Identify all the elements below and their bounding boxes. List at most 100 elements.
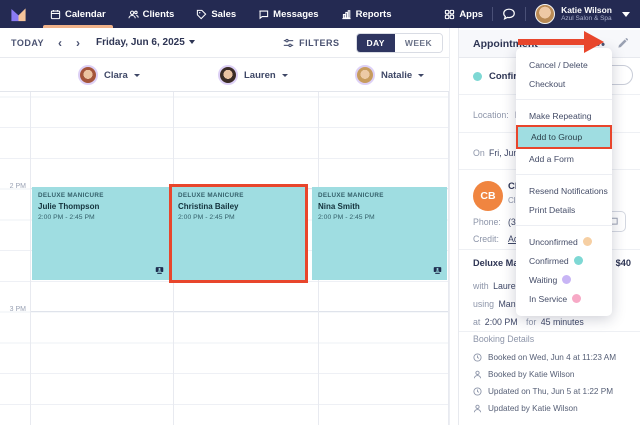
for-prefix: for [526, 317, 537, 327]
appointment-time: 2:00 PM - 2:45 PM [38, 214, 95, 221]
nav-item-clients[interactable]: Clients [117, 0, 186, 28]
booking-details: Booking Details Booked on Wed, Jun 4 at … [473, 334, 632, 421]
menu-item-unconfirmed[interactable]: Unconfirmed [516, 232, 612, 251]
booking-row-text: Booked on Wed, Jun 4 at 11:23 AM [488, 353, 617, 362]
menu-divider [516, 225, 612, 226]
booking-row-text: Updated by Katie Wilson [488, 404, 578, 413]
appointment-client: Nina Smith [318, 202, 360, 211]
prev-day-button[interactable]: ‹ [58, 35, 63, 50]
nav-item-reports[interactable]: Reports [330, 0, 403, 28]
service-resource: Manicu [498, 299, 527, 309]
staff-selector-clara[interactable]: Clara [78, 58, 140, 92]
edit-pencil-icon[interactable] [617, 38, 628, 49]
menu-item-add-a-form[interactable]: Add a Form [529, 153, 574, 164]
avatar [218, 65, 238, 85]
menu-item-waiting[interactable]: Waiting [516, 270, 612, 289]
nav-label: Reports [355, 8, 392, 20]
user-name: Katie Wilson [561, 4, 612, 15]
staff-selector-lauren[interactable]: Lauren [218, 58, 288, 92]
with-prefix: with [473, 281, 489, 291]
menu-item-confirmed[interactable]: Confirmed [516, 251, 612, 270]
appointment-christina-bailey[interactable]: DELUXE MANICURE Christina Bailey 2:00 PM… [172, 187, 305, 280]
menu-item-make-repeating[interactable]: Make Repeating [529, 110, 592, 121]
booking-row: Updated by Katie Wilson [473, 404, 632, 413]
sales-tag-icon [197, 9, 207, 19]
status-dot-confirmed [573, 256, 583, 265]
person-icon [473, 370, 482, 379]
menu-item-label: Waiting [529, 274, 558, 285]
clients-icon [128, 10, 139, 18]
appointment-client: Christina Bailey [178, 202, 239, 211]
filters-label: FILTERS [299, 37, 340, 48]
staff-name: Clara [104, 69, 128, 81]
menu-item-cancel-delete[interactable]: Cancel / Delete [529, 59, 588, 70]
service-duration: 45 minutes [540, 317, 584, 327]
using-prefix: using [473, 299, 495, 309]
week-view-button[interactable]: WEEK [394, 33, 442, 52]
appointment-nina-smith[interactable]: DELUXE MANICURE Nina Smith 2:00 PM - 2:4… [312, 187, 447, 280]
nav-right: Apps Katie Wilson Azul Salon & Spa [444, 4, 640, 24]
booking-row-text: Booked by Katie Wilson [488, 370, 575, 379]
divider [525, 7, 527, 21]
nav-item-calendar[interactable]: Calendar [39, 0, 117, 28]
next-day-button[interactable]: › [76, 35, 81, 50]
status-dot-in-service [572, 294, 582, 303]
day-view-button[interactable]: DAY [356, 33, 395, 52]
nav-item-sales[interactable]: Sales [185, 0, 247, 28]
apps-button[interactable]: Apps [444, 9, 483, 20]
service-section: Deluxe Manicure $40 with Lauren using Ma… [459, 250, 640, 332]
annotation-arrow [518, 39, 586, 45]
chevron-down-icon [622, 11, 630, 17]
apps-grid-icon [445, 9, 455, 19]
menu-divider [516, 99, 612, 100]
time-label: 2 PM [9, 183, 26, 190]
service-time: 2:00 PM [484, 317, 518, 327]
client-avatar[interactable]: CB [473, 181, 503, 211]
booking-details-title: Booking Details [473, 334, 535, 344]
nav-label: Sales [211, 8, 237, 20]
menu-item-checkout[interactable]: Checkout [529, 78, 566, 89]
today-button[interactable]: TODAY [11, 37, 45, 48]
status-dot-waiting [562, 275, 572, 284]
divider [492, 7, 494, 21]
menu-item-add-to-group[interactable]: Add to Group [516, 125, 612, 149]
column-separator [30, 92, 31, 425]
calendar-grid[interactable]: 2 PM 3 PM DELUXE MANICURE Julie Thompson… [0, 92, 449, 425]
chat-icon[interactable] [502, 7, 516, 21]
booking-row-text: Updated on Thu, Jun 5 at 1:22 PM [488, 387, 614, 396]
booked-online-icon [433, 267, 442, 274]
service-name: Deluxe Manicure [473, 258, 547, 268]
at-prefix: at [473, 317, 481, 327]
menu-item-label: Unconfirmed [529, 236, 578, 247]
staff-name: Natalie [381, 69, 413, 81]
appointment-service: DELUXE MANICURE [318, 192, 384, 199]
appointment-time: 2:00 PM - 2:45 PM [178, 214, 235, 221]
appointment-julie-thompson[interactable]: DELUXE MANICURE Julie Thompson 2:00 PM -… [32, 187, 169, 280]
caret-down-icon [133, 73, 140, 77]
status-badge: Confirmed [489, 71, 537, 82]
booked-online-icon [155, 267, 164, 274]
user-menu[interactable]: Katie Wilson Azul Salon & Spa [535, 4, 630, 24]
user-avatar [535, 4, 556, 24]
booking-row: Booked on Wed, Jun 4 at 11:23 AM [473, 353, 632, 362]
staff-selector-natalie[interactable]: Natalie [355, 58, 425, 92]
filters-icon [283, 38, 294, 47]
menu-item-print-details[interactable]: Print Details [529, 204, 576, 215]
appointment-options-menu: Cancel / Delete Checkout Make Repeating … [516, 48, 612, 316]
menu-item-resend-notifications[interactable]: Resend Notifications [529, 185, 608, 196]
brand-logo-icon[interactable] [10, 6, 27, 22]
credit-add-link[interactable]: Add [508, 234, 524, 244]
view-toggle: DAY WEEK [355, 32, 443, 53]
client-since: Clie [508, 196, 522, 205]
annotation-arrow-head [584, 31, 604, 53]
avatar [78, 65, 98, 85]
menu-item-in-service[interactable]: In Service [516, 289, 612, 308]
service-staff: Lauren [493, 281, 521, 291]
nav-item-messages[interactable]: Messages [247, 0, 329, 28]
user-org: Azul Salon & Spa [561, 14, 612, 22]
filters-button[interactable]: FILTERS [283, 38, 339, 48]
staff-header-row: Clara Lauren Natalie [0, 58, 449, 92]
date-picker[interactable]: Friday, Jun 6, 2025 [96, 37, 195, 48]
calendar-toolbar: TODAY ‹ › Friday, Jun 6, 2025 FILTERS DA… [0, 28, 449, 58]
credit-label: Credit: [473, 234, 499, 244]
